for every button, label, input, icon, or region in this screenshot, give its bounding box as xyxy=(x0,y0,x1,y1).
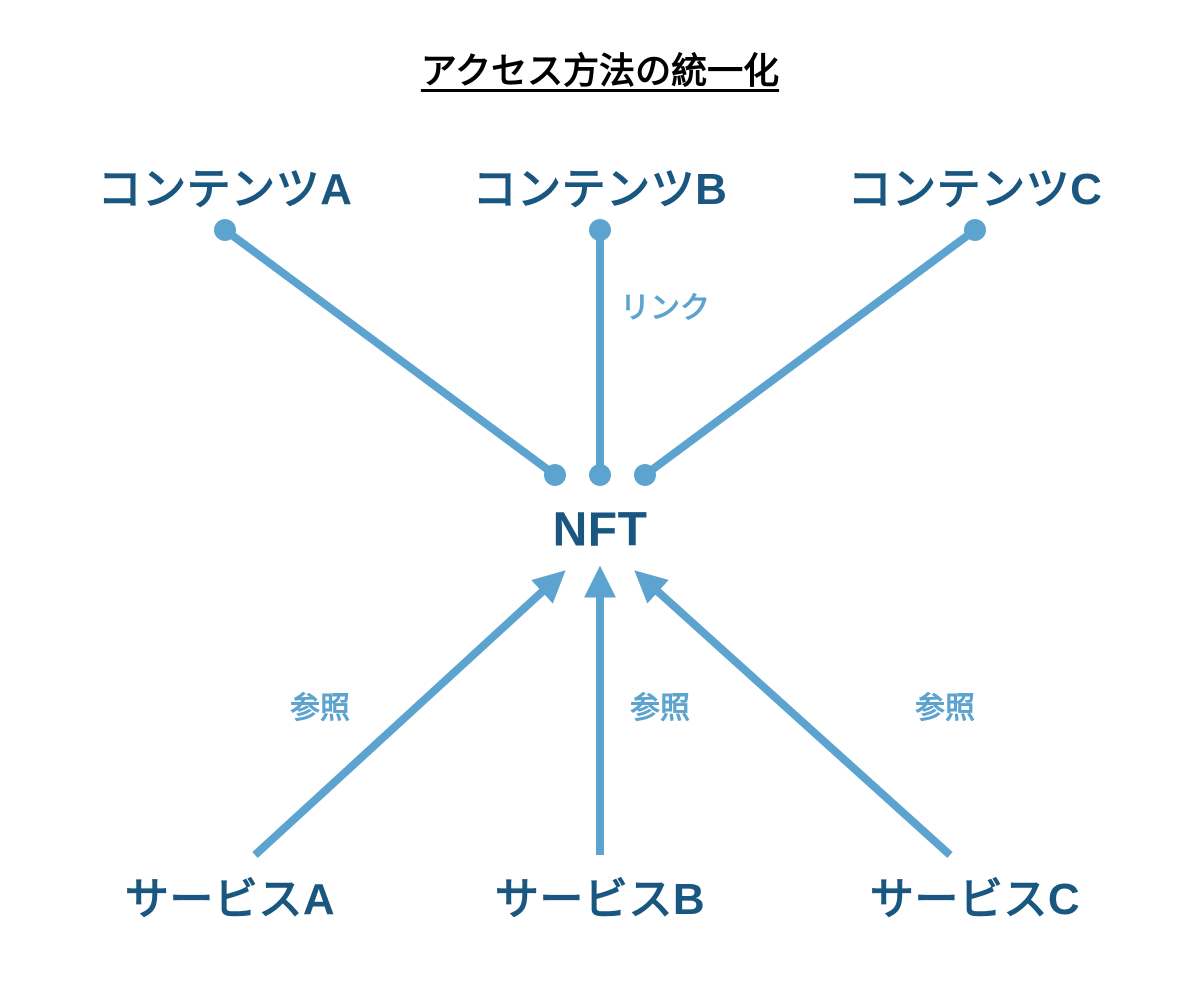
link-dot-icon xyxy=(634,464,656,486)
node-service-c: サービスC xyxy=(870,863,1080,927)
diagram-canvas: アクセス方法の統一化 NFT コンテンツA コンテンツB コンテンツC サービス… xyxy=(0,0,1200,983)
node-service-b: サービスB xyxy=(495,863,705,927)
link-dot-icon xyxy=(589,219,611,241)
edge-label-link: リンク xyxy=(620,283,710,327)
diagram-title: アクセス方法の統一化 xyxy=(0,42,1200,94)
edges-layer xyxy=(0,0,1200,983)
edge-label-ref-b: 参照 xyxy=(630,683,690,727)
link-dot-icon xyxy=(544,464,566,486)
node-content-c: コンテンツC xyxy=(848,153,1103,217)
reference-arrow xyxy=(645,580,950,855)
link-dot-icon xyxy=(214,219,236,241)
edge-label-ref-a: 参照 xyxy=(290,683,350,727)
node-content-a: コンテンツA xyxy=(98,153,353,217)
link-edge xyxy=(225,230,555,475)
center-node-nft: NFT xyxy=(553,503,648,558)
node-content-b: コンテンツB xyxy=(473,153,728,217)
link-dot-icon xyxy=(964,219,986,241)
node-service-a: サービスA xyxy=(125,863,335,927)
edge-label-ref-c: 参照 xyxy=(915,683,975,727)
link-dot-icon xyxy=(589,464,611,486)
link-edge xyxy=(645,230,975,475)
